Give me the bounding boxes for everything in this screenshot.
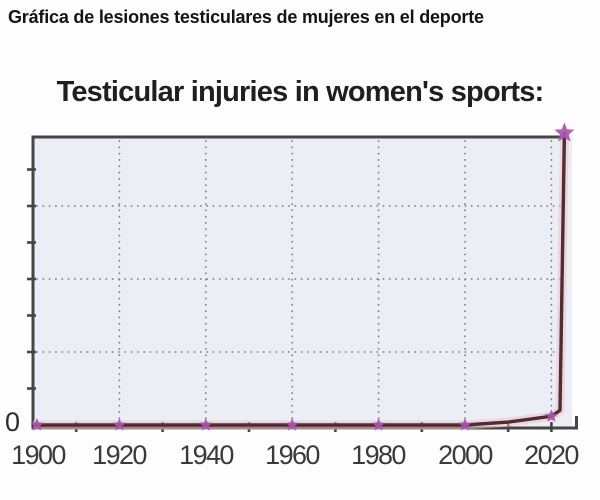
y-axis-zero-label: 0 (5, 407, 20, 437)
data-point-star-marker (112, 418, 127, 431)
data-point-star-marker (199, 418, 213, 431)
x-tick-label-2000: 2000 (438, 440, 493, 470)
data-point-star-marker (30, 418, 44, 431)
x-tick-label-1980: 1980 (351, 440, 406, 470)
data-point-star-marker (371, 418, 386, 431)
data-point-star-marker (544, 409, 559, 422)
chart-title: Testicular injuries in women's sports: (56, 76, 545, 108)
data-point-star-marker (458, 418, 472, 431)
x-tick-label-1900: 1900 (11, 440, 66, 470)
meme-caption: Gráfica de lesiones testiculares de muje… (8, 7, 484, 27)
data-point-star-marker (554, 122, 575, 142)
x-tick-label-1920: 1920 (92, 440, 147, 470)
data-point-star-marker (285, 418, 299, 431)
x-tick-label-2020: 2020 (524, 440, 579, 470)
x-tick-label-1960: 1960 (265, 440, 320, 470)
x-tick-label-1940: 1940 (179, 440, 234, 470)
plot-area (33, 137, 572, 428)
